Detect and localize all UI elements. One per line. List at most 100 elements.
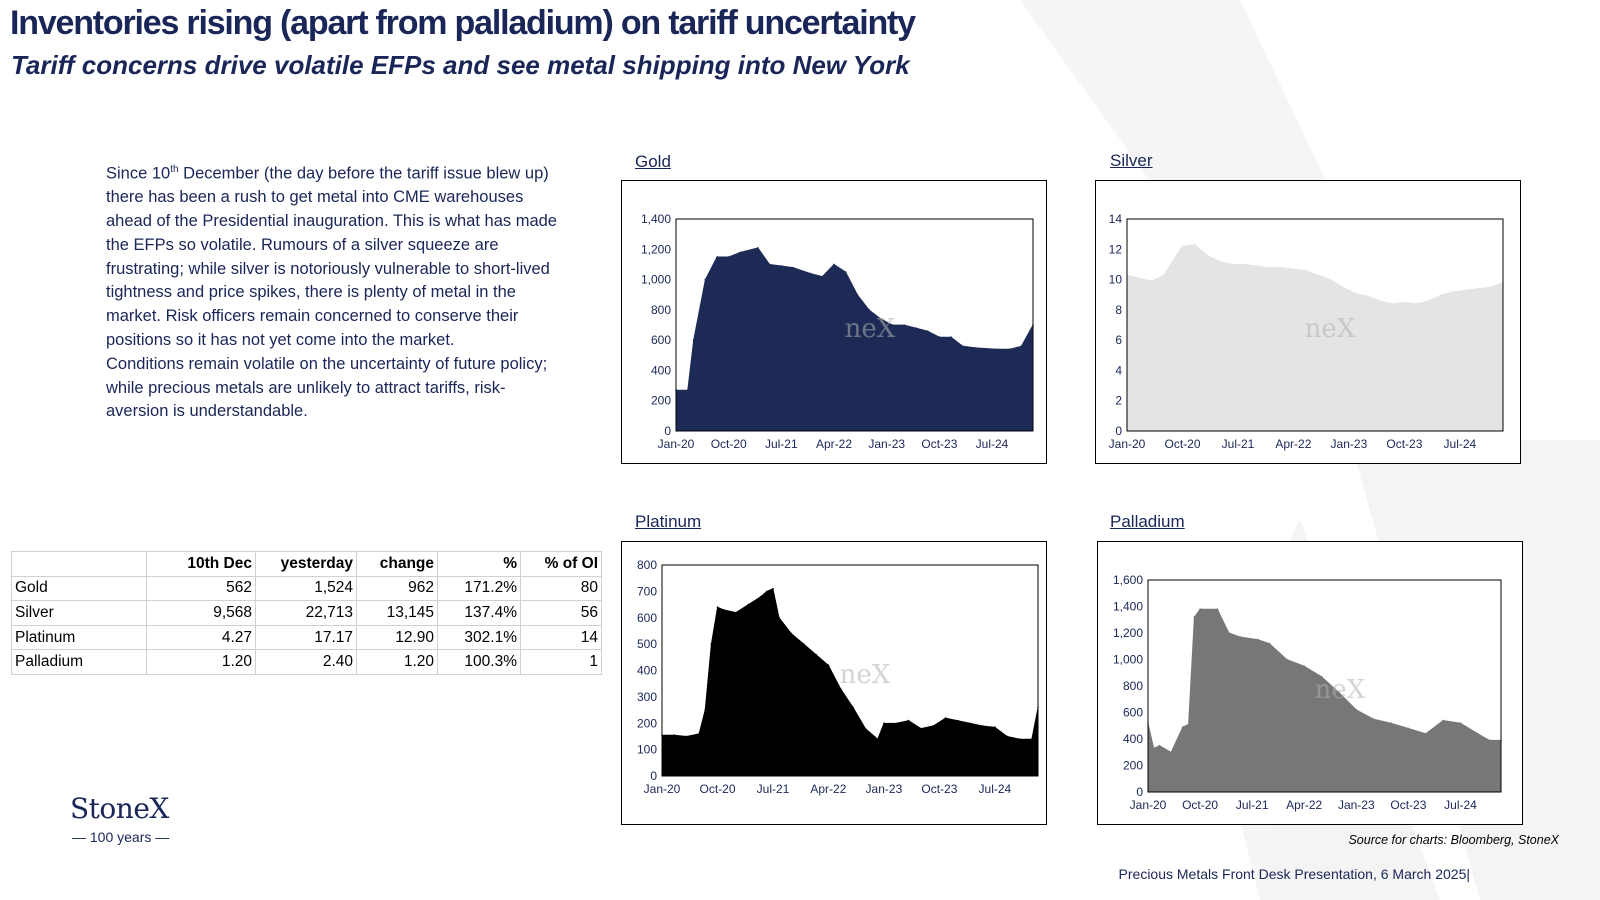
data-point	[1488, 739, 1491, 742]
table-header-cell	[11, 551, 147, 577]
data-point	[766, 590, 768, 593]
data-point	[1477, 732, 1479, 735]
palladium-chart-svg: neX 0 200 400 600 800 1,000 1,200 1,400 1,600 Jan-…	[1113, 573, 1502, 812]
chart-palladium: neX 0 200 400 600 800 1,000 1,200 1,400 1,600 Jan-…	[1097, 541, 1523, 825]
y-tick-label: 1,200	[641, 242, 671, 256]
y-tick-label: 12	[1109, 242, 1123, 256]
y-tick-label: 4	[1115, 363, 1122, 377]
data-point	[907, 719, 910, 722]
ordinal-suffix: th	[170, 164, 179, 175]
inventory-table-grid: 10th Dec yesterday change % % of OI Gold…	[11, 551, 602, 675]
data-point	[1153, 747, 1155, 750]
y-tick-label: 600	[1123, 706, 1143, 720]
data-point	[1317, 274, 1319, 276]
x-tick-label: Jan-23	[866, 782, 903, 796]
platinum-chart-svg: neX 0 100 200 300 400 500 600 700 800 Jan-20 Oct-20…	[637, 558, 1039, 796]
table-cell: 137.4%	[437, 600, 521, 626]
data-point	[1194, 243, 1196, 246]
data-point	[1243, 263, 1245, 266]
y-tick-label: 400	[1123, 732, 1143, 746]
y-tick-label: 1,200	[1113, 626, 1143, 640]
x-tick-label: Apr-22	[1286, 798, 1322, 812]
plot-frame	[1126, 218, 1504, 432]
table-cell: 17.17	[255, 624, 357, 651]
x-tick-label: Apr-22	[1275, 437, 1311, 451]
data-point	[1338, 691, 1340, 694]
chart-title-silver: Silver	[1110, 151, 1153, 170]
data-point	[1268, 266, 1270, 269]
data-point	[757, 247, 759, 249]
table-cell: 13,145	[356, 600, 438, 626]
data-point	[1206, 254, 1208, 257]
table-header-cell: change	[356, 551, 438, 577]
data-point	[1355, 709, 1358, 711]
table-cell: 100.3%	[437, 649, 521, 675]
data-point	[1415, 303, 1418, 305]
y-tick-label: 500	[637, 637, 657, 651]
chart-watermark: neX	[1315, 675, 1366, 705]
y-tick-label: 1,400	[641, 212, 671, 226]
y-tick-label: 800	[651, 303, 671, 317]
data-point	[1286, 658, 1288, 661]
data-point	[852, 706, 854, 709]
data-point	[938, 336, 941, 338]
y-tick-label: 300	[637, 690, 657, 704]
x-tick-label: Oct-20	[1164, 437, 1200, 451]
data-point	[1228, 632, 1230, 634]
data-point	[1199, 608, 1201, 610]
data-point	[1465, 289, 1467, 291]
table-cell: 2.40	[255, 649, 357, 675]
data-point	[880, 318, 882, 320]
data-point	[710, 643, 713, 645]
chart-source-note: Source for charts: Bloomberg, StoneX	[1348, 833, 1559, 847]
data-point	[1031, 738, 1033, 740]
table-cell: 1.20	[146, 649, 256, 675]
chart-title-palladium: Palladium	[1110, 512, 1185, 531]
data-point	[1440, 293, 1443, 296]
y-tick-label: 0	[650, 769, 657, 783]
x-tick-label: Oct-23	[1390, 798, 1426, 812]
y-tick-label: 6	[1115, 333, 1122, 347]
data-point	[903, 324, 905, 326]
data-point	[1372, 718, 1375, 720]
data-point	[1452, 290, 1455, 293]
data-point	[1292, 268, 1295, 270]
data-point	[704, 709, 706, 711]
table-cell: 14	[520, 624, 602, 651]
data-point	[997, 348, 999, 350]
commentary-text: Since 10th December (the day before the …	[106, 158, 566, 424]
data-point	[1366, 295, 1369, 297]
data-point	[1477, 287, 1480, 290]
data-point	[1175, 254, 1178, 257]
data-point	[844, 271, 847, 273]
table-header-row: 10th Dec yesterday change % % of OI	[11, 551, 602, 577]
y-tick-label: 800	[1123, 679, 1143, 693]
x-tick-label: Apr-22	[810, 782, 846, 796]
series-area	[1147, 608, 1502, 793]
table-row: Palladium 1.20 2.40 1.20 100.3% 1	[11, 649, 602, 675]
commentary-paragraph-2: Conditions remain volatile on the uncert…	[106, 354, 548, 421]
data-point	[1158, 744, 1161, 747]
x-tick-label: Jul-24	[976, 437, 1009, 451]
table-header-cell: % of OI	[520, 551, 602, 577]
data-point	[1329, 278, 1332, 281]
data-point	[864, 727, 867, 730]
table-row: Gold 562 1,524 962 171.2% 80	[11, 575, 602, 602]
data-point	[895, 722, 897, 725]
x-tick-label: Oct-23	[1386, 437, 1422, 451]
commentary-text-start: Since 10	[106, 164, 171, 183]
table-cell: 1,524	[255, 575, 357, 602]
data-point	[692, 339, 695, 341]
data-point	[1391, 303, 1393, 305]
data-point	[1231, 263, 1233, 266]
x-tick-label: Jul-21	[1222, 437, 1255, 451]
data-point	[809, 272, 812, 275]
table-cell: 302.1%	[437, 624, 521, 651]
x-tick-label: Jul-21	[1236, 798, 1269, 812]
table-row: Silver 9,568 22,713 13,145 137.4% 56	[11, 600, 602, 626]
y-tick-label: 600	[637, 611, 657, 625]
y-tick-label: 14	[1109, 212, 1123, 226]
data-point	[969, 722, 971, 725]
y-tick-label: 1,000	[641, 273, 671, 287]
data-point	[944, 717, 947, 719]
